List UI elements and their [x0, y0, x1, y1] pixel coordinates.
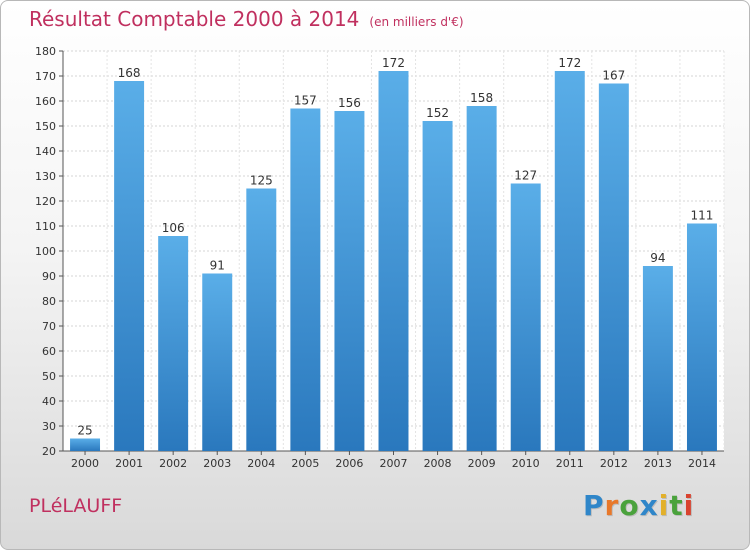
x-tick-label-2003: 2003 — [203, 457, 231, 470]
logo-letter: r — [604, 489, 620, 522]
bar-2000 — [70, 438, 101, 451]
y-tick-label: 100 — [35, 245, 56, 258]
bar-2008 — [422, 121, 453, 451]
commune-name: PLéLAUFF — [29, 495, 123, 517]
y-tick-label: 110 — [35, 220, 56, 233]
y-tick-label: 120 — [35, 195, 56, 208]
bar-2001 — [114, 81, 145, 451]
x-tick-label-2007: 2007 — [380, 457, 408, 470]
x-tick-label-2006: 2006 — [335, 457, 363, 470]
value-label-2007: 172 — [382, 56, 405, 70]
logo-letter: i — [658, 489, 670, 522]
proxiti-logo: Proxiti — [583, 489, 694, 522]
value-label-2005: 157 — [294, 94, 317, 108]
y-tick-label: 140 — [35, 145, 56, 158]
x-tick-label-2011: 2011 — [556, 457, 584, 470]
bar-2002 — [158, 236, 189, 451]
y-tick-label: 70 — [42, 320, 56, 333]
y-tick-label: 150 — [35, 120, 56, 133]
x-tick-label-2009: 2009 — [468, 457, 496, 470]
y-tick-label: 20 — [42, 445, 56, 458]
y-tick-label: 160 — [35, 95, 56, 108]
bar-2007 — [378, 71, 409, 451]
x-tick-label-2010: 2010 — [512, 457, 540, 470]
chart-unit: (en milliers d'€) — [369, 15, 464, 29]
value-label-2013: 94 — [650, 251, 665, 265]
labels: 25 2000 168 2001 106 2002 91 2003 125 2004 157 2005… — [71, 56, 716, 470]
logo-letter: t — [669, 489, 684, 522]
bar-2009 — [466, 106, 497, 451]
value-label-2003: 91 — [210, 259, 225, 273]
value-label-2011: 172 — [558, 56, 581, 70]
x-tick-label-2005: 2005 — [291, 457, 319, 470]
logo-letter: P — [583, 489, 605, 522]
x-tick-label-2001: 2001 — [115, 457, 143, 470]
value-label-2008: 152 — [426, 106, 449, 120]
y-tick-label: 80 — [42, 295, 56, 308]
y-tick-label: 60 — [42, 345, 56, 358]
bars — [70, 71, 717, 451]
x-tick-label-2002: 2002 — [159, 457, 187, 470]
bar-2012 — [598, 83, 629, 451]
y-tick-label: 90 — [42, 270, 56, 283]
y-tick-label: 130 — [35, 170, 56, 183]
value-label-2010: 127 — [514, 169, 537, 183]
value-label-2004: 125 — [250, 174, 273, 188]
x-tick-label-2014: 2014 — [688, 457, 716, 470]
chart-title: Résultat Comptable 2000 à 2014 — [29, 7, 360, 31]
y-tick-label: 40 — [42, 395, 56, 408]
title-row: Résultat Comptable 2000 à 2014 (en millie… — [29, 7, 464, 31]
value-label-2012: 167 — [602, 69, 625, 83]
bar-2010 — [510, 183, 541, 451]
bar-2004 — [246, 188, 277, 451]
x-tick-label-2012: 2012 — [600, 457, 628, 470]
logo-letter: i — [683, 489, 695, 522]
value-label-2000: 25 — [77, 424, 92, 438]
value-label-2009: 158 — [470, 91, 493, 105]
y-tick-label: 170 — [35, 70, 56, 83]
value-label-2002: 106 — [162, 221, 185, 235]
value-label-2001: 168 — [118, 66, 141, 80]
value-label-2006: 156 — [338, 96, 361, 110]
bar-2014 — [686, 223, 717, 451]
x-tick-label-2013: 2013 — [644, 457, 672, 470]
y-tick-label: 30 — [42, 420, 56, 433]
bar-2003 — [202, 273, 233, 451]
y-tick-label: 50 — [42, 370, 56, 383]
bar-2011 — [554, 71, 585, 451]
logo-letter: o — [619, 489, 640, 522]
x-tick-label-2004: 2004 — [247, 457, 275, 470]
x-tick-label-2008: 2008 — [424, 457, 452, 470]
x-tick-label-2000: 2000 — [71, 457, 99, 470]
bar-2013 — [642, 266, 673, 451]
logo-letter: x — [639, 489, 659, 522]
bar-2006 — [334, 111, 365, 451]
value-label-2014: 111 — [691, 209, 714, 223]
y-tick-label: 180 — [35, 45, 56, 58]
bar-2005 — [290, 108, 321, 451]
